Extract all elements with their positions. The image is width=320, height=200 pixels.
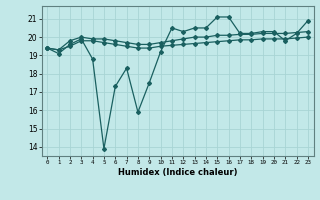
X-axis label: Humidex (Indice chaleur): Humidex (Indice chaleur)	[118, 168, 237, 177]
